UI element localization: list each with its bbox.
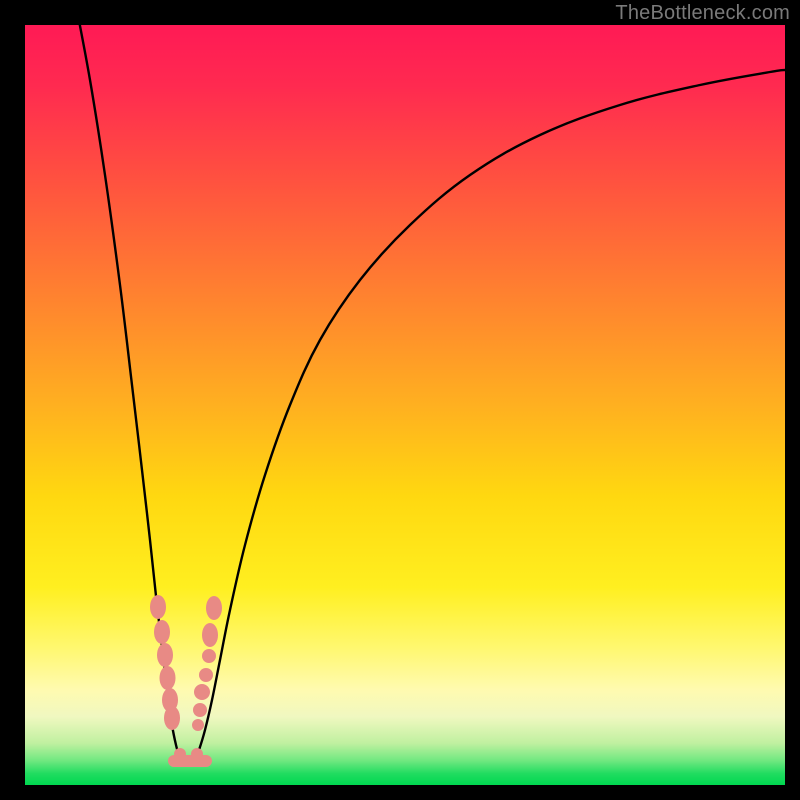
chart-svg	[0, 0, 800, 800]
bottleneck-chart	[0, 0, 800, 800]
